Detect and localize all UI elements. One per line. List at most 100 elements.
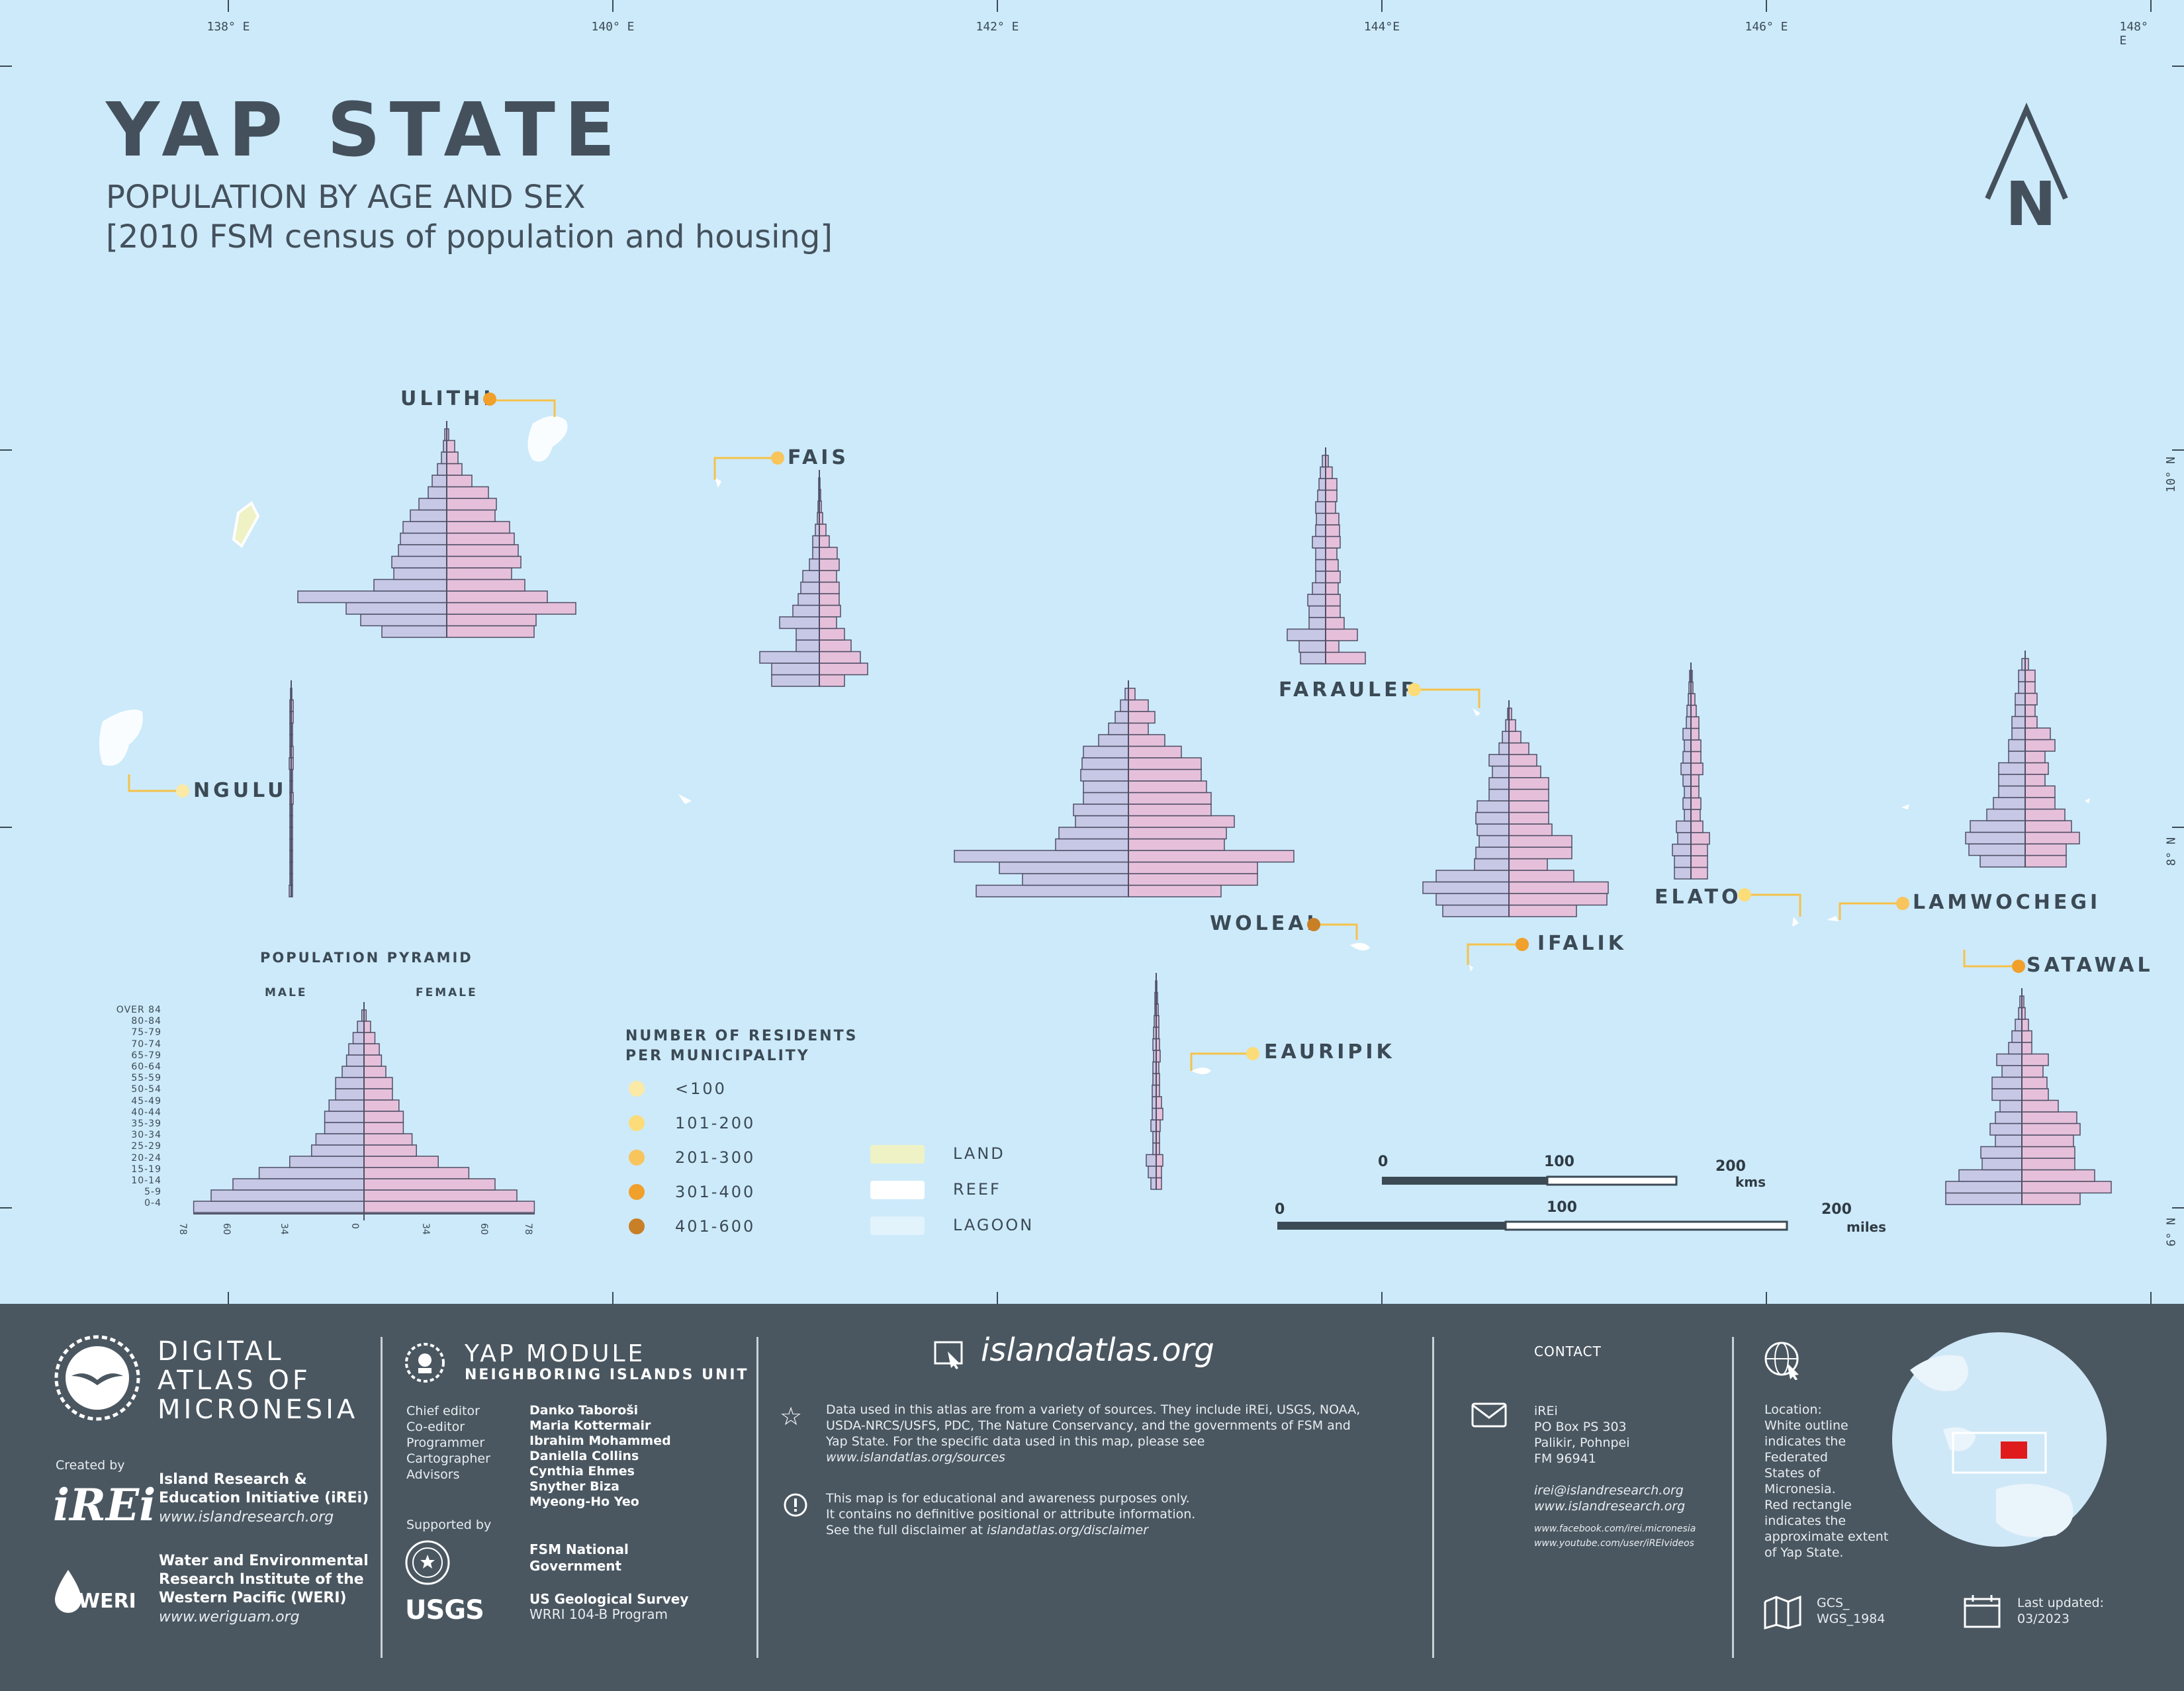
axis-tick-label: 60 xyxy=(478,1223,489,1235)
bar-male-10-14 xyxy=(345,602,447,615)
bar-female-60-64 xyxy=(363,1066,387,1078)
bar-female-30-34 xyxy=(446,555,522,569)
bar-female-20-24 xyxy=(1128,838,1225,851)
bar-male-15-19 xyxy=(1970,820,2026,833)
website-icon xyxy=(934,1341,963,1369)
bar-female-25-29 xyxy=(363,1144,417,1157)
bar-male-80-84 xyxy=(1120,699,1129,712)
bar-male-20-24 xyxy=(1308,605,1326,618)
bar-female-40-44 xyxy=(446,532,515,545)
irei-url-link[interactable]: www.islandresearch.org xyxy=(159,1509,334,1526)
bar-female-40-44 xyxy=(1690,774,1700,787)
bar-male-35-39 xyxy=(398,544,447,557)
bar-female-25-29 xyxy=(2021,1134,2074,1148)
bar-female-45-49 xyxy=(1690,762,1704,776)
residents-class-label: <100 xyxy=(675,1079,727,1098)
bar-male-5-9 xyxy=(1298,640,1326,653)
bar-female-60-64 xyxy=(2025,715,2038,729)
disclaimer-prefix: See the full disclaimer at xyxy=(826,1523,983,1537)
contact-facebook-link[interactable]: www.facebook.com/irei.micronesia xyxy=(1534,1524,1696,1534)
bar-female-80-84 xyxy=(363,1021,371,1033)
location-line: Red rectangle xyxy=(1764,1498,1852,1512)
bar-female-10-14 xyxy=(1690,843,1708,856)
bar-female-0-4 xyxy=(1690,866,1708,880)
location-line: indicates the xyxy=(1764,1434,1846,1449)
bar-male-10-14 xyxy=(1965,831,2026,845)
bar-male-25-29 xyxy=(393,567,447,580)
data-sources-text: Data used in this atlas are from a varie… xyxy=(826,1402,1360,1465)
bar-female-25-29 xyxy=(1690,809,1701,822)
age-label: 70-74 xyxy=(131,1038,161,1050)
bar-male-5-9 xyxy=(1022,873,1129,886)
bar-female-70-74 xyxy=(2025,692,2038,706)
bar-male-45-49 xyxy=(328,1099,365,1112)
age-label: 10-14 xyxy=(131,1175,161,1186)
bar-male-15-19 xyxy=(258,1167,365,1179)
bar-female-75-79 xyxy=(2025,681,2036,694)
bar-male-65-69 xyxy=(1098,734,1129,747)
age-label: 0-4 xyxy=(144,1198,161,1209)
mail-icon xyxy=(1471,1402,1507,1428)
bar-female-5-9 xyxy=(1128,873,1258,886)
bar-female-35-39 xyxy=(1690,786,1700,799)
bar-female-20-24 xyxy=(2021,1146,2075,1159)
bar-female-80-84 xyxy=(1128,699,1149,712)
weri-url-link[interactable]: www.weriguam.org xyxy=(159,1609,300,1625)
age-label: 20-24 xyxy=(131,1152,161,1164)
bar-female-20-24 xyxy=(1508,858,1548,871)
bar-male-50-54 xyxy=(1080,768,1129,782)
age-label: OVER 84 xyxy=(116,1005,161,1015)
bar-male-80-84 xyxy=(1320,466,1326,479)
residents-class-dot xyxy=(629,1218,645,1234)
atlas-logo-icon xyxy=(54,1335,140,1421)
pyramid-fais xyxy=(759,470,868,687)
bar-male-5-9 xyxy=(1435,893,1510,906)
bar-male-75-79 xyxy=(2018,681,2026,694)
bar-female-65-69 xyxy=(1690,716,1700,729)
bar-female-20-24 xyxy=(2025,808,2066,821)
axis-tick-label: 60 xyxy=(221,1223,232,1235)
bar-male-0-4 xyxy=(1442,904,1510,917)
contact-youtube-link[interactable]: www.youtube.com/user/iREIvideos xyxy=(1534,1538,1694,1549)
axis-tick-label: 78 xyxy=(523,1223,533,1235)
data-text-line3: Yap State. For the specific data used in… xyxy=(826,1434,1205,1449)
bar-male-30-34 xyxy=(1312,582,1326,595)
globe-cursor-icon xyxy=(1764,1342,1799,1380)
bar-female-50-54 xyxy=(2021,1076,2048,1089)
disclaimer-link[interactable]: islandatlas.org/disclaimer xyxy=(987,1523,1149,1537)
bar-female-0-4 xyxy=(2021,1192,2081,1205)
bar-male-0-4 xyxy=(1300,651,1326,664)
scale-km-0: 0 xyxy=(1378,1154,1388,1170)
credits-people: Danko Taboroši Maria Kottermair Ibrahim Mo… xyxy=(529,1403,671,1510)
site-link[interactable]: islandatlas.org xyxy=(981,1332,1214,1369)
contact-web-link[interactable]: www.islandresearch.org xyxy=(1534,1499,1686,1514)
bar-male-60-64 xyxy=(2011,715,2026,729)
bar-male-65-69 xyxy=(1315,501,1326,514)
legend-female-label: FEMALE xyxy=(416,986,478,999)
bar-male-60-64 xyxy=(341,1066,365,1078)
credit-role: Cartographer xyxy=(406,1451,490,1466)
bar-female-65-69 xyxy=(1128,734,1165,747)
bar-male-30-34 xyxy=(1998,785,2026,798)
location-line: White outline xyxy=(1764,1418,1848,1433)
bar-female-5-9 xyxy=(819,663,868,676)
contact-email-link[interactable]: irei@islandresearch.org xyxy=(1534,1483,1684,1498)
bar-male-0-4 xyxy=(1979,854,2026,868)
bar-female-10-14 xyxy=(1128,861,1258,874)
bar-female-0-4 xyxy=(1325,651,1366,664)
star-icon: ☆ xyxy=(780,1402,803,1431)
bar-male-40-44 xyxy=(1682,774,1692,787)
bar-male-15-19 xyxy=(1981,1158,2023,1171)
data-sources-link[interactable]: www.islandatlas.org/sources xyxy=(826,1450,1005,1465)
credit-person: Maria Kottermair xyxy=(529,1418,651,1433)
resident-dot-ulithi xyxy=(483,392,496,406)
footer-divider xyxy=(756,1337,758,1658)
bar-female-15-19 xyxy=(2025,820,2072,833)
bar-female-15-19 xyxy=(1690,832,1710,845)
bar-female-25-29 xyxy=(1325,594,1341,607)
bar-female-45-49 xyxy=(819,570,837,583)
surface-label: REEF xyxy=(953,1180,1001,1199)
age-label: 5-9 xyxy=(144,1187,161,1198)
bar-female-10-14 xyxy=(446,602,576,615)
pyramid-satawal xyxy=(1945,988,2112,1205)
